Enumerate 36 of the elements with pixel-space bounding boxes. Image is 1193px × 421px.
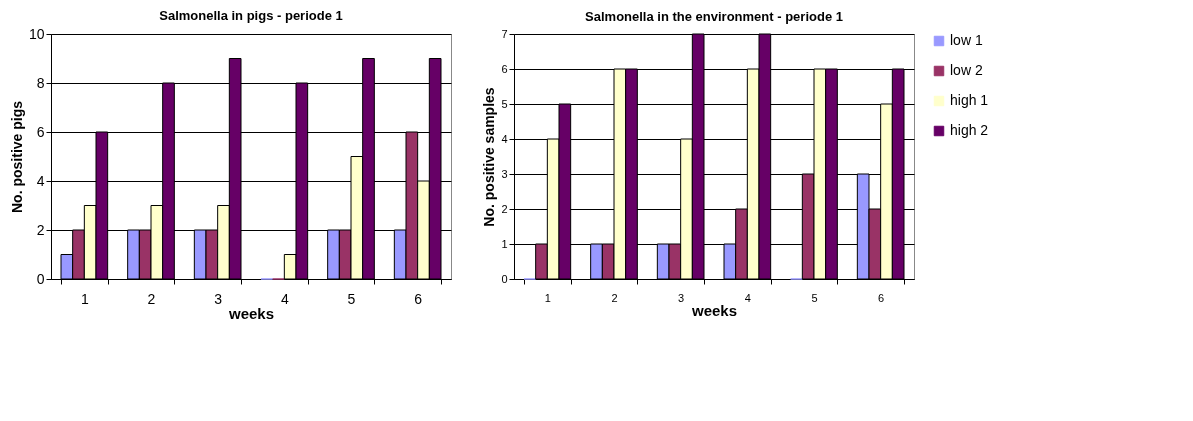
legend-label: low 2 — [950, 62, 983, 78]
y-tick-label: 0 — [36, 270, 45, 287]
y-tick-label: 4 — [36, 172, 45, 189]
y-tick-label: 4 — [501, 132, 508, 145]
y-tick-label: 5 — [501, 97, 508, 110]
legend-label: high 2 — [950, 122, 989, 138]
x-tick-label: 6 — [878, 291, 885, 304]
y-tick-label: 6 — [36, 123, 45, 140]
x-tick-label: 1 — [80, 290, 89, 307]
legend-label: low 1 — [950, 32, 983, 48]
y-tick-label: 0 — [501, 272, 508, 285]
x-axis-title: weeks — [227, 304, 275, 322]
y-axis-title: No. positive samples — [481, 87, 498, 227]
y-tick-label: 7 — [501, 27, 508, 40]
chart-title: Salmonella in pigs - periode 1 — [159, 8, 343, 23]
y-tick-label: 1 — [501, 237, 508, 250]
x-tick-label: 3 — [678, 291, 685, 304]
x-tick-label: 1 — [544, 291, 551, 304]
y-tick-label: 2 — [501, 202, 508, 215]
chart-title: Salmonella in the environment - periode 1 — [585, 9, 843, 24]
legend-label: high 1 — [950, 92, 989, 108]
x-tick-label: 5 — [347, 290, 356, 307]
y-tick-label: 8 — [36, 74, 45, 91]
x-tick-label: 5 — [811, 291, 818, 304]
x-tick-label: 2 — [147, 290, 156, 307]
x-tick-label: 3 — [214, 290, 223, 307]
y-tick-label: 10 — [28, 25, 45, 42]
x-tick-label: 2 — [611, 291, 618, 304]
y-tick-label: 3 — [501, 167, 508, 180]
x-tick-label: 6 — [414, 290, 423, 307]
y-tick-label: 6 — [501, 62, 508, 75]
y-axis-title: No. positive pigs — [8, 100, 25, 214]
x-tick-label: 4 — [280, 290, 289, 307]
x-tick-label: 4 — [744, 291, 751, 304]
x-axis-title: weeks — [690, 301, 738, 319]
y-tick-label: 2 — [36, 221, 45, 238]
